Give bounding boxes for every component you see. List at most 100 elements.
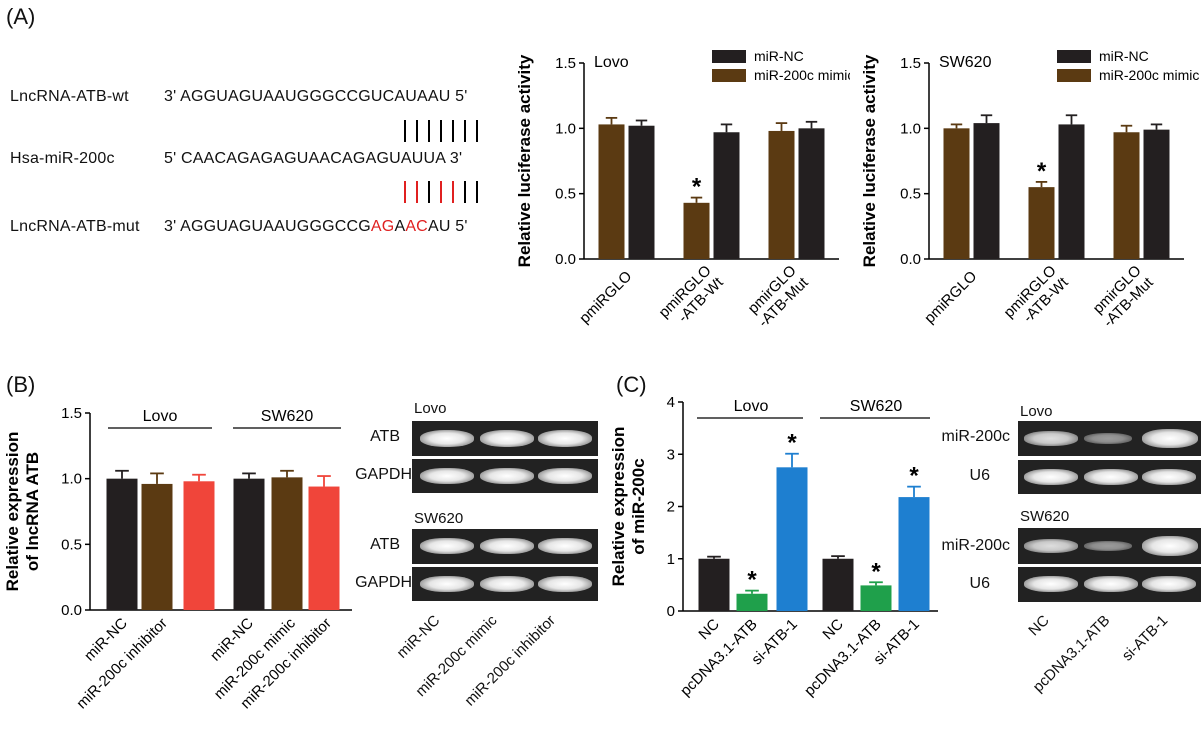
y-tick-label: 1 <box>667 551 675 568</box>
panel-label-a: (A) <box>6 4 36 29</box>
bar <box>106 478 138 610</box>
bar <box>183 481 215 610</box>
bar <box>736 593 768 611</box>
wt-sequence: 3' AGGUAGUAAUGGGCCGUCAUAAU 5' <box>164 88 468 105</box>
y-axis-label-line: of lncRNA ATB <box>23 452 42 571</box>
bar <box>943 128 970 259</box>
bar <box>628 125 655 259</box>
significance-star: * <box>692 174 702 201</box>
bar <box>308 486 340 610</box>
gel-c-lane-3: si-ATB-1 <box>1118 612 1172 665</box>
significance-star: * <box>909 463 919 490</box>
y-tick-label: 0.0 <box>555 251 576 268</box>
luciferase-chart-lovo: 0.0 0.5 1.0 1.5 Relative luciferase activity… <box>515 48 850 334</box>
bar <box>1113 132 1140 259</box>
gel-c-row-u6-2: U6 <box>969 575 990 592</box>
y-tick-label: 4 <box>667 394 675 411</box>
legend-swatch <box>1057 69 1091 82</box>
x-tick-label-line: pmiRGLO <box>576 268 635 327</box>
bar <box>1058 124 1085 259</box>
bar <box>898 497 930 611</box>
y-axis-label-line: Relative expression <box>3 432 22 592</box>
mut-name: LncRNA-ATB-mut <box>10 218 140 235</box>
x-tick-label: NC <box>819 616 846 643</box>
bar <box>776 467 808 611</box>
gel-b-sw620-title: SW620 <box>414 510 464 527</box>
y-axis-label: Relative luciferase activity <box>860 54 879 267</box>
legend-label: miR-200c mimic <box>1099 67 1199 83</box>
y-tick-label: 1.5 <box>900 55 921 72</box>
gel-b-lane-1: miR-NC <box>393 612 444 662</box>
x-tick-label: pmiRGLO <box>576 268 635 327</box>
gel-c-row-mir-2: miR-200c <box>941 537 1010 554</box>
gel-b-row-gapdh: GAPDH <box>355 466 412 483</box>
legend-label: miR-NC <box>754 48 804 64</box>
x-tick-label-line: NC <box>695 616 722 643</box>
gel-c-lovo-mir <box>1018 421 1201 456</box>
gel-b-row-atb: ATB <box>370 428 400 445</box>
significance-star: * <box>747 567 757 594</box>
group-label: SW620 <box>850 398 903 415</box>
gel-b-sw620-atb <box>412 529 598 564</box>
legend-label: miR-200c mimic <box>754 67 850 83</box>
significance-star: * <box>1037 158 1047 185</box>
gel-c-row-mir: miR-200c <box>941 428 1010 445</box>
y-tick-label: 3 <box>667 446 675 463</box>
bar <box>713 132 740 259</box>
y-tick-label: 2 <box>667 499 675 516</box>
y-tick-label: 1.0 <box>555 120 576 137</box>
y-tick-label: 1.0 <box>61 471 82 488</box>
gel-b-lovo-title: Lovo <box>414 400 447 417</box>
x-tick-label: pmirGLO-ATB-Mut <box>743 262 812 331</box>
wt-name: LncRNA-ATB-wt <box>10 88 129 105</box>
gel-b-sw620-gapdh <box>412 567 598 601</box>
y-axis-label-line: Relative luciferase activity <box>515 54 534 267</box>
y-tick-label: 0 <box>667 603 675 620</box>
y-tick-label: 0.5 <box>61 536 82 553</box>
bar <box>768 130 795 259</box>
bar <box>822 558 854 611</box>
bar <box>698 558 730 611</box>
x-tick-label: NC <box>695 616 722 643</box>
mir-sequence: 5' CAACAGAGAGUAACAGAGUAUUA 3' <box>164 150 463 167</box>
bar <box>141 483 173 610</box>
bar <box>233 478 265 610</box>
gel-b-row-gapdh-2: GAPDH <box>355 574 412 591</box>
gel-c-sw620-u6 <box>1018 567 1201 602</box>
x-tick-label: pmiRGLO-ATB-Wt <box>655 262 727 334</box>
bar <box>683 202 710 259</box>
bar <box>1143 129 1170 259</box>
gel-c-lovo-title: Lovo <box>1020 403 1053 420</box>
x-tick-label: pmiRGLO-ATB-Wt <box>1000 262 1072 334</box>
y-tick-label: 0.5 <box>900 186 921 203</box>
y-tick-label: 0.0 <box>61 602 82 619</box>
y-axis-label-line: of miR-200c <box>629 458 648 554</box>
bar <box>598 124 625 259</box>
significance-star: * <box>787 430 797 457</box>
bar <box>973 123 1000 260</box>
legend-swatch <box>712 50 746 63</box>
bar <box>271 477 303 610</box>
x-tick-label: pmirGLO-ATB-Mut <box>1088 262 1157 331</box>
significance-star: * <box>871 558 881 585</box>
legend-swatch <box>1057 50 1091 63</box>
gel-c-lane-1: NC <box>1025 612 1054 640</box>
inset-title: Lovo <box>594 54 629 71</box>
y-tick-label: 0.0 <box>900 251 921 268</box>
y-axis-label: Relative expressionof miR-200c <box>610 427 648 587</box>
gel-c-sw620-title: SW620 <box>1020 508 1070 525</box>
x-tick-label-line: NC <box>819 616 846 643</box>
x-tick-label: pmiRGLO <box>921 268 980 327</box>
gel-b-row-atb-2: ATB <box>370 536 400 553</box>
luciferase-chart-sw620: 0.0 0.5 1.0 1.5 Relative luciferase activity… <box>860 48 1199 334</box>
y-tick-label: 1.5 <box>555 55 576 72</box>
mut-sequence: 3' AGGUAGUAAUGGGCCGAGAACAU 5' <box>164 218 468 235</box>
atb-expression-chart: 0.0 0.5 1.0 1.5 Relative expressionof lncRNA… <box>3 405 352 712</box>
y-tick-label: 0.5 <box>555 186 576 203</box>
y-tick-label: 1.0 <box>900 120 921 137</box>
group-label: Lovo <box>734 398 769 415</box>
y-axis-label: Relative luciferase activity <box>515 54 534 267</box>
gel-b-lovo-gapdh <box>412 459 598 493</box>
panel-label-b: (B) <box>6 372 36 397</box>
gel-b-lovo-atb <box>412 421 598 456</box>
